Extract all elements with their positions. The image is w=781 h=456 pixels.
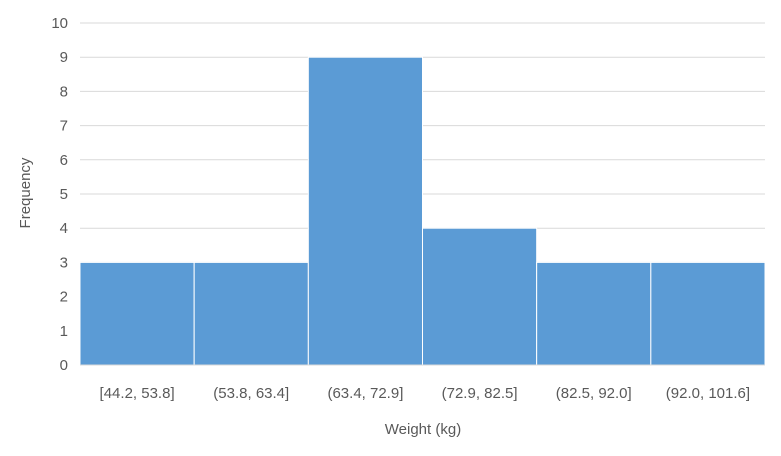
x-tick-label: (53.8, 63.4] [213,385,289,402]
x-tick-label: (92.0, 101.6] [666,385,750,402]
x-tick-label: [44.2, 53.8] [100,385,175,402]
y-tick-label: 4 [60,220,68,237]
y-tick-label: 9 [60,49,68,66]
y-tick-labels: 0 1 2 3 4 5 6 7 8 9 10 [51,15,68,374]
y-tick-label: 3 [60,254,68,271]
histogram-bar [422,227,538,366]
histogram-bar [307,56,424,366]
y-tick-label: 7 [60,118,68,135]
x-tick-labels: [44.2, 53.8] (53.8, 63.4] (63.4, 72.9] (72.… [100,385,750,402]
y-tick-label: 8 [60,83,68,100]
histogram-bar [79,261,195,366]
x-tick-label: (63.4, 72.9] [327,385,403,402]
histogram-bar [536,261,652,366]
x-tick-label: (72.9, 82.5] [442,385,518,402]
x-tick-label: (82.5, 92.0] [556,385,632,402]
x-axis-title: Weight (kg) [385,421,461,438]
y-tick-label: 0 [60,357,68,374]
y-tick-label: 5 [60,186,68,203]
y-tick-label: 6 [60,152,68,169]
bars [79,56,766,366]
histogram-bar [650,261,766,366]
y-tick-label: 10 [51,15,68,32]
histogram-bar [193,261,309,366]
y-tick-label: 1 [60,323,68,340]
y-axis-title: Frequency [17,157,34,228]
y-tick-label: 2 [60,289,68,306]
